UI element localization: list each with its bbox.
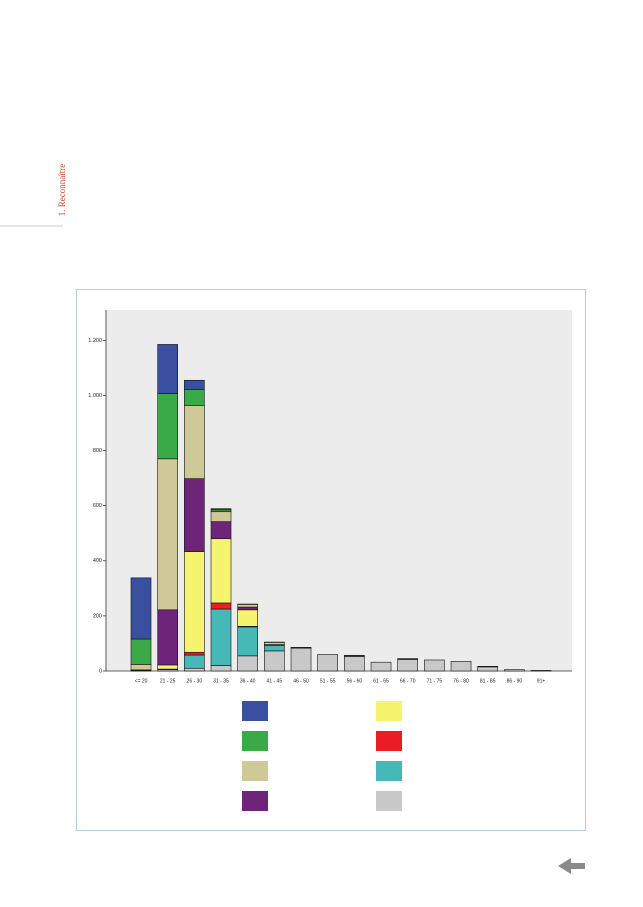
x-tick-label: 81 - 85: [480, 678, 496, 684]
bar-segment: [157, 609, 178, 666]
x-tick-label: 86 - 90: [507, 678, 523, 684]
bar-segment: [210, 608, 232, 666]
legend-swatch: [376, 761, 402, 781]
bar-segment: [424, 659, 445, 672]
plot-area: [106, 310, 572, 671]
bar-segment: [290, 647, 312, 649]
bar-segment: [397, 658, 419, 660]
bar-segment: [184, 405, 205, 479]
x-tick-label: 76 - 80: [453, 678, 469, 684]
bar-segment: [184, 389, 205, 406]
bar-segment: [530, 670, 552, 672]
legend-swatch: [242, 731, 268, 751]
bar-segment: [237, 604, 258, 608]
x-tick-label: 66 - 70: [400, 678, 416, 684]
x-tick-label: 71 - 75: [427, 678, 443, 684]
bar-segment: [237, 606, 258, 611]
bar-segment: [184, 667, 205, 672]
bar-segment: [210, 521, 232, 540]
bar-segment: [157, 393, 178, 460]
y-tick-label: 0: [99, 668, 102, 674]
bar-segment: [210, 602, 232, 610]
x-tick-label: 46 - 50: [293, 678, 309, 684]
bar-segment: [290, 647, 312, 672]
bar-segment: [184, 654, 205, 669]
x-tick-label: 31 - 35: [213, 678, 229, 684]
y-tick-label: 600: [93, 503, 102, 509]
legend-swatch: [242, 701, 268, 721]
legend-swatch: [376, 731, 402, 751]
bar-segment: [237, 609, 258, 627]
bar-segment: [210, 538, 232, 604]
y-tick-label: 400: [93, 558, 102, 564]
bar-segment: [130, 577, 152, 640]
bar-segment: [210, 508, 232, 511]
legend-swatch: [376, 701, 402, 721]
bar-segment: [184, 478, 205, 552]
legend-swatch: [242, 761, 268, 781]
bar-segment: [157, 344, 178, 394]
x-tick-label: 41 - 45: [267, 678, 283, 684]
bar-segment: [210, 665, 232, 672]
bar-segment: [370, 661, 392, 672]
bar-segment: [184, 551, 205, 653]
bar-segment: [237, 655, 258, 672]
bar-segment: [264, 650, 285, 672]
bar-segment: [184, 379, 205, 390]
bar-segment: [450, 661, 472, 672]
x-tick-label: 51 - 55: [320, 678, 336, 684]
x-tick-label: 91+: [537, 678, 546, 684]
bar-segment: [397, 659, 419, 672]
legend-swatch: [242, 791, 268, 811]
bar-segment: [344, 654, 365, 657]
bar-segment: [157, 664, 178, 670]
bar-segment: [477, 666, 499, 668]
bar-segment: [210, 511, 232, 522]
y-tick-label: 200: [93, 613, 102, 619]
x-tick-label: 21 - 25: [160, 678, 176, 684]
bar-segment: [157, 458, 178, 611]
bar-segment: [504, 669, 525, 672]
bar-segment: [477, 666, 499, 672]
x-tick-label: <= 20: [135, 678, 148, 684]
bar-segment: [344, 656, 365, 672]
bar-segment: [264, 645, 285, 652]
x-tick-label: 56 - 60: [347, 678, 363, 684]
side-label: 1. Reconnaître: [57, 164, 67, 216]
y-tick-label: 1.000: [88, 393, 102, 399]
bar-segment: [317, 654, 338, 672]
bar-segment: [184, 651, 205, 656]
y-tick-label: 800: [93, 448, 102, 454]
bar-segment: [237, 626, 258, 657]
y-tick-label: 1.200: [88, 338, 102, 344]
x-tick-label: 36 - 40: [240, 678, 256, 684]
x-tick-label: 61 - 65: [373, 678, 389, 684]
legend-swatch: [376, 791, 402, 811]
bar-segment: [130, 664, 152, 671]
bar-segment: [130, 638, 152, 665]
back-arrow[interactable]: [558, 858, 585, 874]
bar-segment: [264, 642, 285, 645]
x-tick-label: 26 - 30: [187, 678, 203, 684]
